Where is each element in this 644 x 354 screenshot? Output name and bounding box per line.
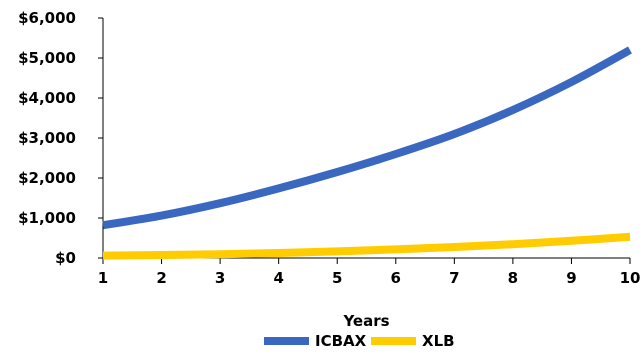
- legend: ICBAX XLB: [264, 332, 455, 350]
- y-tick-label: $5,000: [18, 49, 76, 67]
- y-tick-label: $4,000: [18, 89, 76, 107]
- x-tick-label: 10: [620, 269, 641, 287]
- y-tick-label: $3,000: [18, 129, 76, 147]
- x-tick-label: 3: [215, 269, 225, 287]
- y-tick-label: $0: [55, 249, 76, 267]
- x-tick-label: 8: [508, 269, 518, 287]
- y-tick-label: $1,000: [18, 209, 76, 227]
- x-tick-label: 9: [566, 269, 576, 287]
- series-line-xlb: [102, 232, 631, 260]
- x-tick-label: 5: [332, 269, 342, 287]
- y-axis-ticks: $0 $1,000 $2,000 $3,000 $4,000 $5,000 $6,000: [18, 9, 103, 267]
- x-tick-label: 1: [98, 269, 108, 287]
- legend-label-xlb: XLB: [422, 332, 455, 350]
- axes: [102, 18, 630, 259]
- x-tick-label: 7: [449, 269, 459, 287]
- x-tick-label: 2: [156, 269, 166, 287]
- x-tick-label: 4: [273, 269, 283, 287]
- series-line-icbax: [102, 46, 632, 230]
- x-tick-label: 6: [391, 269, 401, 287]
- y-tick-label: $2,000: [18, 169, 76, 187]
- y-tick-label: $6,000: [18, 9, 76, 27]
- legend-label-icbax: ICBAX: [315, 332, 367, 350]
- x-axis-ticks: 1 2 3 4 5 6 7 8 9 10: [98, 258, 641, 287]
- x-axis-title: Years: [342, 312, 389, 330]
- series-lines: [102, 46, 632, 260]
